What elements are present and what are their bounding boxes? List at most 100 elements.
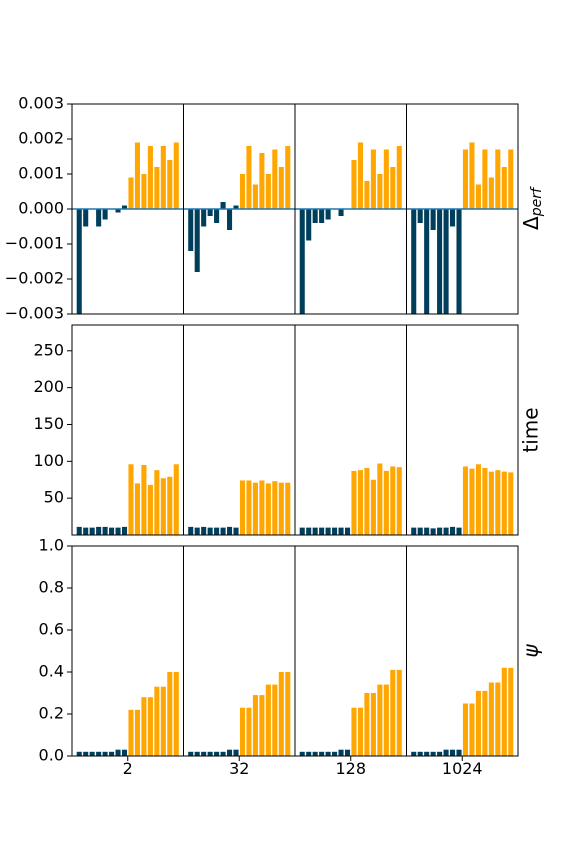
- y-tick-label: 250: [33, 340, 64, 359]
- bar-high: [508, 149, 514, 209]
- bar-low: [115, 209, 121, 213]
- bar-low: [338, 527, 344, 535]
- bar-low: [319, 209, 325, 223]
- bar-low: [319, 527, 325, 535]
- bar-low: [96, 526, 102, 535]
- bar-low: [188, 526, 194, 535]
- bar-high: [141, 465, 147, 535]
- bar-low: [456, 527, 462, 535]
- bar-high: [246, 146, 252, 209]
- bar-low: [220, 751, 226, 756]
- bar-high: [141, 174, 147, 209]
- y-tick-label: 0.001: [18, 164, 64, 183]
- panel-3: 0.0 0.2 0.4 0.6 0.8 1.0 ψ 2 32 128 1024: [39, 536, 543, 779]
- subplot-frame: [183, 545, 296, 757]
- bar-low: [338, 749, 344, 756]
- bar-low: [227, 749, 233, 756]
- bar-high: [134, 142, 140, 209]
- bar-high: [239, 480, 246, 535]
- bar-high: [351, 160, 357, 209]
- bar-high: [390, 669, 396, 756]
- bar-low: [121, 205, 128, 209]
- y-tick-label: 100: [33, 451, 64, 470]
- bar-high: [377, 463, 383, 535]
- bar-high: [501, 471, 507, 535]
- bar-low: [194, 527, 200, 535]
- bar-low: [299, 209, 305, 314]
- bar-low: [83, 751, 89, 756]
- bar-high: [265, 684, 271, 756]
- bar-high: [278, 167, 284, 209]
- bar-low: [344, 527, 351, 535]
- bar-high: [285, 482, 291, 535]
- y-tick-label: 50: [44, 488, 64, 507]
- bar-low: [233, 527, 239, 535]
- bar-low: [312, 527, 318, 535]
- bar-low: [220, 527, 226, 535]
- bar-low: [456, 749, 462, 756]
- bar-high: [272, 684, 278, 756]
- bar-high: [265, 174, 271, 209]
- bar-high: [252, 184, 258, 209]
- bar-high: [357, 142, 363, 209]
- bar-high: [469, 468, 475, 535]
- bar-low: [201, 526, 207, 535]
- bar-low: [102, 526, 108, 535]
- bar-low: [207, 751, 213, 756]
- bar-high: [501, 167, 507, 209]
- y-axis-label-main: Δ: [519, 216, 543, 230]
- y-axis-label-subscript: perf: [529, 186, 545, 217]
- bar-high: [390, 167, 396, 209]
- bar-high: [370, 479, 376, 535]
- bar-high: [252, 482, 258, 535]
- bar-high: [495, 682, 501, 756]
- bar-low: [411, 527, 417, 535]
- bar-high: [259, 153, 265, 209]
- bar-high: [364, 467, 370, 535]
- bar-low: [194, 209, 200, 272]
- chart-panels: −0.003 −0.002 −0.001 0.000 0.001 0.002 0.003 Δp…: [5, 94, 545, 779]
- bar-low: [76, 209, 82, 314]
- bar-low: [76, 526, 82, 535]
- bar-high: [501, 667, 507, 756]
- bar-low: [89, 527, 95, 535]
- y-tick-label: 200: [33, 377, 64, 396]
- bar-high: [141, 697, 147, 756]
- bar-low: [437, 527, 443, 535]
- bar-low: [417, 209, 423, 223]
- bar-high: [252, 695, 258, 756]
- subplot-frame: [294, 545, 407, 757]
- x-tick-label: 32: [229, 759, 249, 778]
- y-tick-label: 150: [33, 414, 64, 433]
- bar-low: [319, 751, 325, 756]
- bar-high: [488, 471, 494, 535]
- bar-low: [332, 527, 338, 535]
- bar-low: [443, 749, 449, 756]
- subplot-frame: [183, 324, 296, 536]
- bar-low: [121, 749, 128, 756]
- bar-low: [233, 749, 239, 756]
- bar-low: [201, 751, 207, 756]
- bar-low: [188, 209, 194, 251]
- bar-low: [121, 526, 128, 535]
- y-axis-label: Δperf: [519, 186, 546, 230]
- bar-high: [396, 467, 402, 535]
- bar-low: [83, 527, 89, 535]
- bar-low: [417, 527, 423, 535]
- subplot-frame: [406, 324, 519, 536]
- y-tick-label: 0.8: [39, 578, 64, 597]
- bar-high: [239, 707, 246, 756]
- y-tick-label: −0.003: [5, 304, 64, 323]
- bar-high: [173, 672, 179, 756]
- bar-high: [377, 684, 383, 756]
- bar-high: [482, 690, 488, 756]
- bar-low: [214, 209, 220, 223]
- bar-high: [383, 470, 389, 535]
- bar-high: [173, 142, 179, 209]
- bar-low: [227, 526, 233, 535]
- bar-low: [424, 751, 430, 756]
- bar-low: [207, 527, 213, 535]
- bar-low: [450, 526, 456, 535]
- bar-high: [147, 146, 153, 209]
- bar-high: [259, 695, 265, 756]
